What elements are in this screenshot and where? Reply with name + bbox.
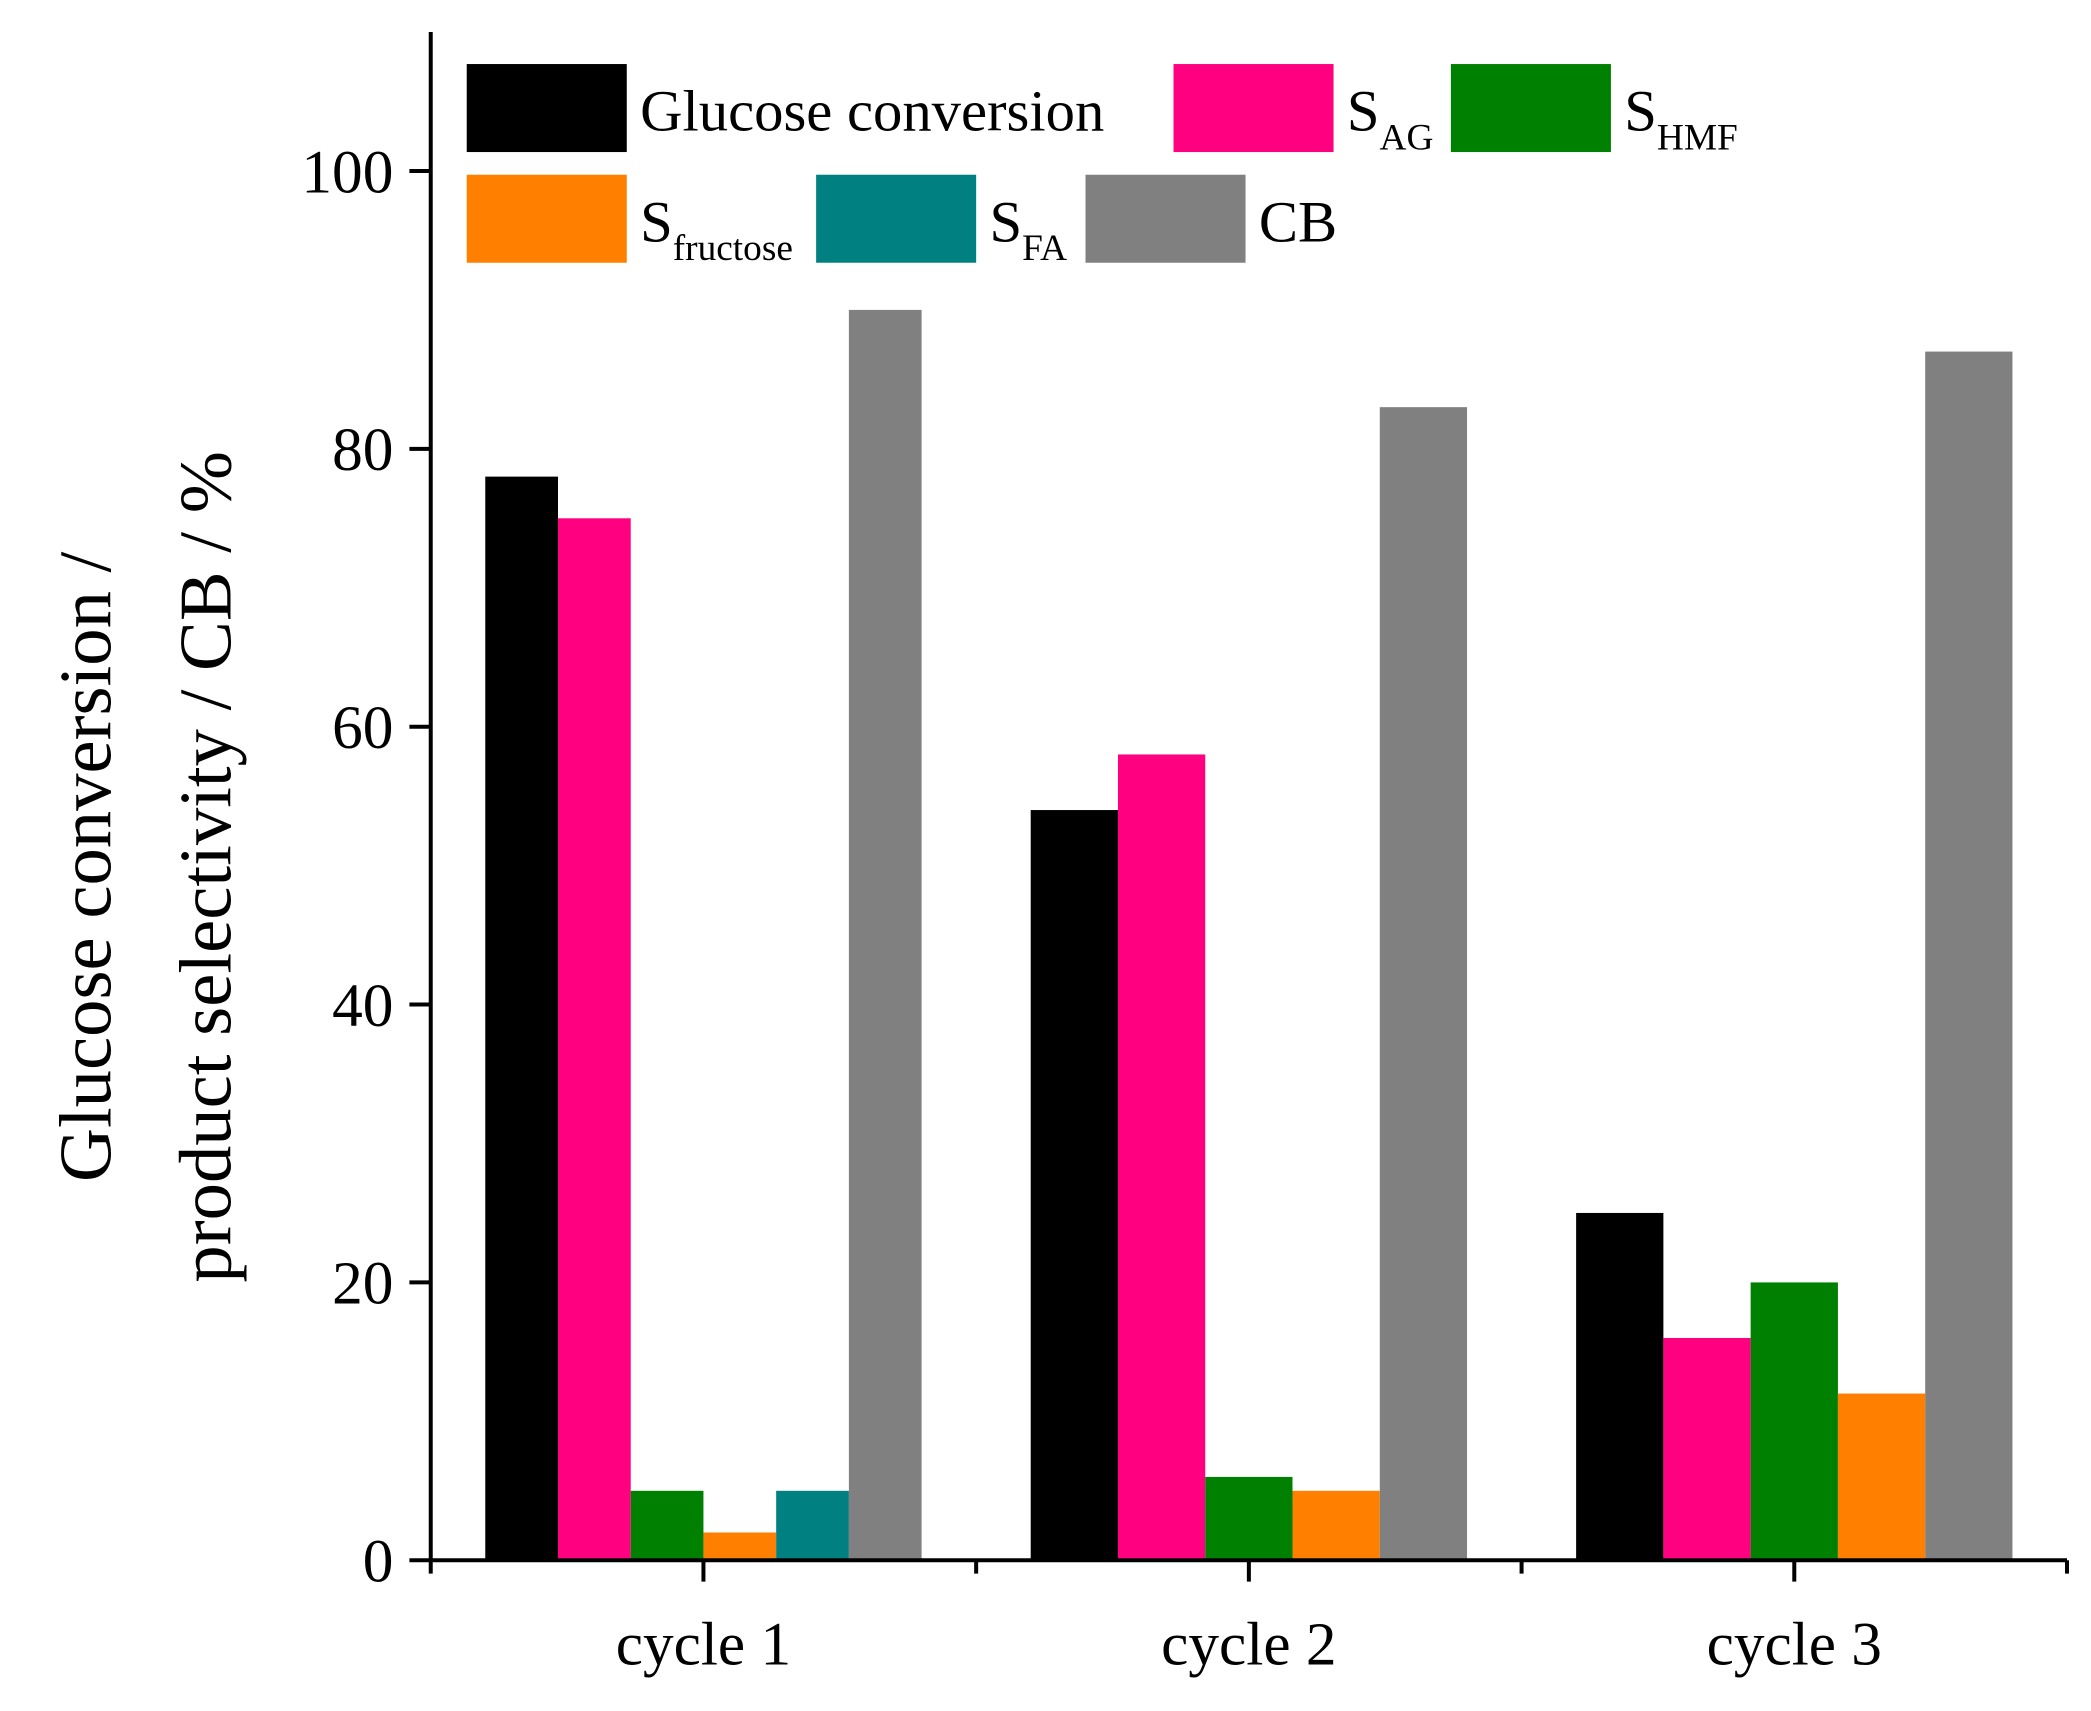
- legend-subscript: AG: [1380, 117, 1434, 158]
- bar: [1750, 1282, 1838, 1561]
- bar: [1663, 1337, 1751, 1561]
- bar: [703, 1532, 777, 1561]
- legend-item: SAG: [1173, 64, 1434, 159]
- bar: [1379, 407, 1468, 1561]
- bar: [1925, 351, 2013, 1561]
- legend-name: S: [1624, 79, 1657, 144]
- legend-swatch: [1173, 64, 1334, 153]
- legend-name: Glucose conversion: [640, 79, 1104, 144]
- legend-label: SHMF: [1624, 79, 1738, 159]
- bar: [1837, 1393, 1926, 1561]
- y-tick-label: 80: [332, 416, 393, 484]
- legend-item: Sfructose: [466, 174, 793, 269]
- bar: [1576, 1212, 1664, 1561]
- x-tick-label: cycle 3: [1707, 1610, 1882, 1678]
- bar: [630, 1490, 704, 1561]
- legend-name: S: [640, 189, 673, 254]
- bar: [776, 1490, 849, 1561]
- y-tick-label: 100: [301, 138, 393, 206]
- x-tick-label: cycle 1: [616, 1610, 791, 1678]
- x-tick-label: cycle 2: [1161, 1610, 1336, 1678]
- bar: [485, 476, 559, 1561]
- legend-label: SFA: [989, 189, 1067, 269]
- bar: [558, 518, 631, 1561]
- bar: [848, 309, 922, 1561]
- legend-label: SAG: [1347, 79, 1434, 159]
- legend-swatch: [466, 174, 627, 263]
- legend-swatch: [466, 64, 627, 153]
- legend-item: SHMF: [1450, 64, 1738, 159]
- legend-name: S: [1347, 79, 1380, 144]
- legend-swatch: [1450, 64, 1611, 153]
- y-axis-label: product selectivity / CB / %: [165, 451, 248, 1282]
- legend-label: Sfructose: [640, 189, 793, 269]
- bar: [1205, 1476, 1293, 1561]
- y-tick-label: 20: [332, 1250, 393, 1318]
- bar: [1117, 754, 1206, 1561]
- legend-subscript: HMF: [1657, 117, 1738, 158]
- legend-name: CB: [1259, 189, 1337, 254]
- legend-label: Glucose conversion: [640, 79, 1104, 144]
- y-tick-label: 0: [363, 1528, 394, 1596]
- y-axis-label: Glucose conversion /: [44, 551, 127, 1182]
- legend-swatch: [1085, 174, 1246, 263]
- bar: [1030, 810, 1118, 1561]
- legend-item: SFA: [816, 174, 1067, 269]
- legend-subscript: fructose: [673, 228, 793, 269]
- legend-item: CB: [1085, 174, 1337, 263]
- legend-subscript: FA: [1022, 228, 1067, 269]
- legend-label: CB: [1259, 189, 1337, 254]
- bar: [1292, 1490, 1380, 1561]
- legend-name: S: [989, 189, 1022, 254]
- legend-swatch: [816, 174, 977, 263]
- y-tick-label: 60: [332, 694, 393, 762]
- y-tick-label: 40: [332, 972, 393, 1040]
- legend-item: Glucose conversion: [466, 64, 1104, 153]
